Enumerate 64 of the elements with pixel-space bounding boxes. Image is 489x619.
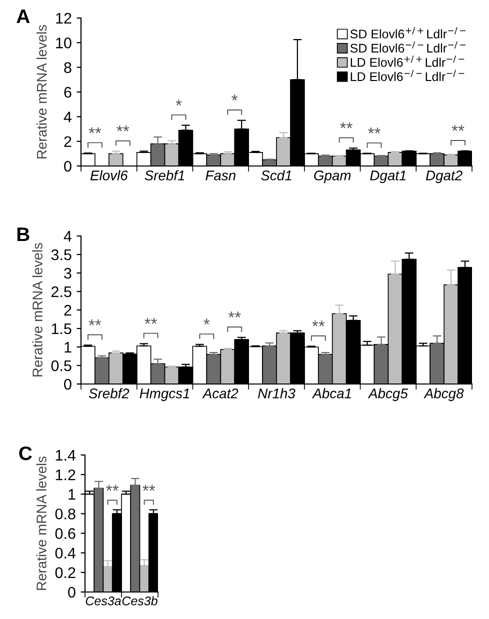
y-tick-label: 10 [56,38,72,48]
y-tick-label: 4 [64,112,72,122]
annotation: ** [312,320,325,326]
y-tick-label: 3.5 [51,249,72,260]
legend-label: SD Elovl6$^{−/−}$Ldlr$^{−/−}$ [350,41,466,53]
annotation: ** [88,319,102,326]
y-tick-label: 1.4 [56,450,76,461]
x-tick-label: Acat2 [202,388,238,398]
y-axis-title: Rerative mRNA levels [32,242,42,376]
y-axis-title: Rerative mRNA levels [36,456,46,590]
y-tick-label: 6 [64,86,72,98]
y-tick-label: 2 [64,304,72,316]
y-tick-label: 12 [56,12,72,24]
x-tick-label: Gpam [314,170,351,184]
annotation: ** [340,122,353,128]
y-tick-label: 8 [64,62,72,74]
y-tick-label: 0 [64,160,72,172]
x-tick-label: Abca1 [312,388,351,398]
x-tick-label: Scd1 [261,170,292,180]
x-tick-label: Fasn [206,170,236,180]
y-tick-label: 2.5 [52,286,72,298]
x-tick-label: Nr1h3 [258,388,296,398]
x-tick-label: Srebf1 [144,170,184,180]
legend-label: LD Elovl6$^{+/+}$Ldlr$^{−/−}$ [350,56,464,67]
legend-label: SD Elovl6$^{+/+}$Ldlr$^{−/−}$ [350,27,466,38]
y-tick-label: 4 [64,231,72,242]
y-tick-label: 0 [64,378,72,390]
y-tick-label: 0 [68,586,76,598]
annotation: * [232,94,238,100]
annotation: ** [368,128,380,134]
y-tick-label: 0.6 [55,528,76,539]
y-tick-label: 1.2 [56,469,76,480]
y-tick-label: 1 [68,489,76,500]
x-tick-label: Srebf2 [88,388,130,398]
x-tick-label: Elovl6 [90,170,128,180]
annotation: ** [228,312,241,318]
x-tick-label: Ces3a [86,596,121,606]
legend-label: LD Elovl6$^{−/−}$Ldlr$^{−/−}$ [350,70,464,82]
annotation: * [176,100,182,106]
y-tick-label: 0.4 [55,548,76,559]
annotation: ** [452,125,464,131]
y-tick-label: 1 [64,342,72,353]
annotation: ** [144,318,158,324]
annotation: * [204,318,210,325]
x-tick-label: Dgat2 [426,170,462,184]
x-tick-label: Hmgcs1 [140,388,190,402]
chart-title: B [17,228,30,242]
chart-title: A [16,10,30,24]
y-tick-label: 0.5 [51,360,72,372]
y-tick-label: 3 [64,268,72,279]
x-tick-label: Ces3b [122,596,158,606]
annotation: ** [106,484,119,491]
x-tick-label: Abcg8 [424,388,464,402]
y-tick-label: 1.5 [52,324,72,334]
y-axis-title: Rerative mRNA levels [36,24,47,158]
chart-title: C [19,446,32,460]
x-tick-label: Dgat1 [370,170,406,184]
x-tick-label: Abcg5 [368,388,408,402]
annotation: ** [142,484,156,491]
annotation: ** [116,125,130,132]
y-tick-label: 0.2 [55,567,76,578]
y-tick-label: 0.8 [55,508,76,520]
y-tick-label: 2 [64,136,72,147]
annotation: ** [88,127,102,134]
